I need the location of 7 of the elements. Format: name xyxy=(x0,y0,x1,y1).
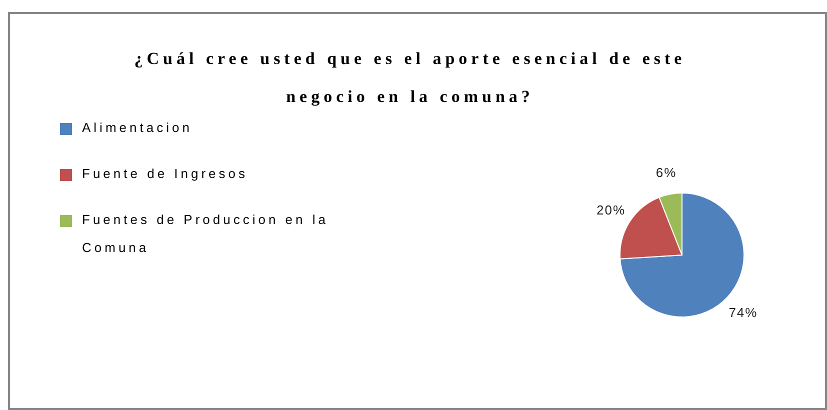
data-label: 20% xyxy=(596,202,626,218)
legend-label: Fuentes de Produccion en la Comuna xyxy=(82,211,330,257)
data-label: 6% xyxy=(656,164,677,180)
legend-label: Alimentacion xyxy=(82,119,192,137)
chart-title: ¿Cuál cree usted que es el aporte esencial de este negocio en la comuna? xyxy=(133,48,687,108)
data-label: 74% xyxy=(728,305,758,320)
legend-label: Fuente de Ingresos xyxy=(82,165,248,183)
